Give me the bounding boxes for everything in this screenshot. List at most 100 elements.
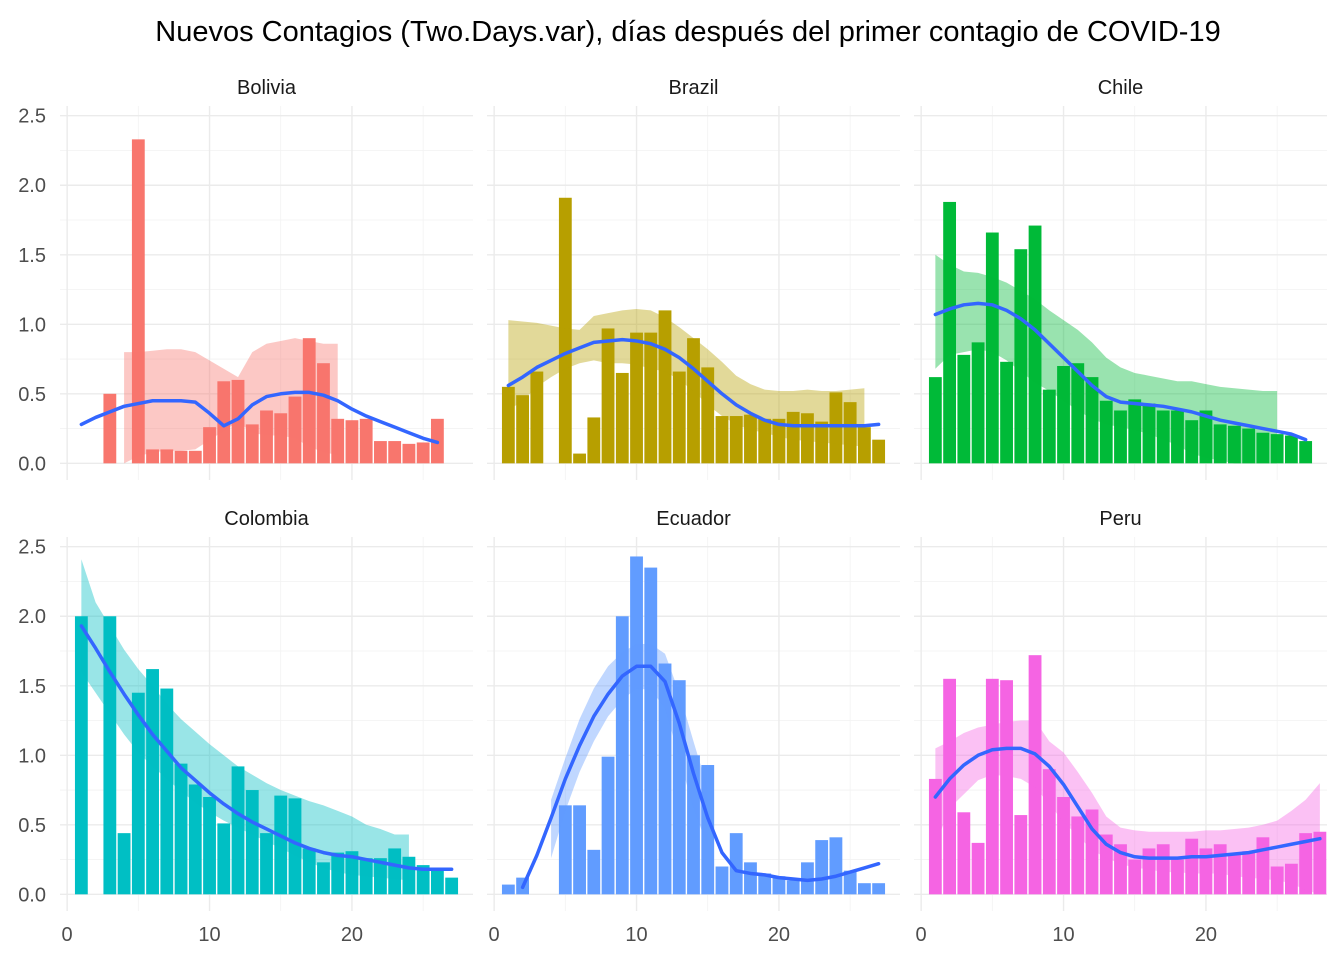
bar — [971, 342, 985, 464]
bar — [601, 328, 615, 464]
facet-label-bolivia: Bolivia — [237, 77, 297, 99]
y-tick-label: 1.5 — [18, 245, 46, 267]
bar — [1128, 859, 1142, 895]
bar — [928, 377, 942, 464]
panel-brazil: Brazil — [487, 77, 900, 480]
y-tick-label: 2.5 — [18, 106, 46, 128]
y-tick-label: 0.0 — [18, 453, 46, 475]
smooth-line — [506, 337, 881, 428]
bar — [1199, 410, 1213, 464]
bar — [1284, 863, 1298, 895]
bar — [772, 876, 786, 895]
bar — [445, 877, 459, 895]
bar — [1057, 365, 1070, 464]
chart-title: Nuevos Contagios (Two.Days.var), días de… — [155, 16, 1220, 48]
bar — [146, 449, 159, 464]
panel-chile: Chile — [914, 77, 1327, 480]
bar — [402, 443, 416, 464]
bar — [1000, 680, 1013, 895]
bar — [843, 402, 857, 464]
bar — [701, 367, 715, 464]
x-tick-label: 20 — [1195, 924, 1217, 946]
confidence-band — [81, 559, 409, 881]
bar — [345, 420, 359, 464]
bar — [203, 427, 216, 464]
bar — [943, 201, 957, 464]
bar — [260, 833, 273, 895]
x-tick-label: 20 — [341, 924, 363, 946]
bar — [217, 381, 231, 464]
bar — [687, 755, 700, 895]
bar — [985, 678, 999, 895]
bar — [786, 880, 800, 895]
bar — [1114, 844, 1127, 895]
bar — [1156, 410, 1170, 464]
bar — [615, 372, 629, 464]
bar — [815, 421, 829, 464]
bar — [1071, 816, 1085, 895]
bar — [1028, 655, 1042, 895]
bar — [1256, 432, 1270, 464]
bar — [516, 395, 530, 464]
bar — [245, 424, 259, 464]
bar — [1000, 361, 1013, 464]
bar — [416, 442, 430, 464]
y-tick-label: 1.5 — [18, 676, 46, 698]
bar — [985, 232, 999, 464]
bar — [188, 450, 202, 464]
facet-label-brazil: Brazil — [668, 77, 718, 99]
bar — [345, 851, 359, 895]
bar — [943, 678, 957, 895]
bar — [288, 396, 302, 464]
x-tick-label: 10 — [625, 924, 647, 946]
bar — [1270, 866, 1284, 895]
bar — [729, 416, 743, 464]
bar — [302, 848, 316, 895]
bar — [1299, 441, 1313, 464]
bar — [558, 805, 572, 895]
bar — [1242, 428, 1256, 464]
bar — [1313, 831, 1327, 895]
y-tick-label: 0.5 — [18, 815, 46, 837]
smooth-line — [520, 664, 881, 890]
bar — [971, 842, 985, 895]
bar — [317, 862, 330, 895]
bar — [758, 873, 772, 895]
bar — [146, 669, 159, 895]
bar — [1299, 833, 1313, 895]
panel-peru: Peru 0 10 20 — [914, 508, 1327, 946]
bar — [160, 449, 174, 464]
bar — [630, 332, 643, 464]
bar — [829, 392, 843, 464]
bar — [957, 354, 971, 464]
facet-panels: Bolivia 0.0 0.5 1.0 1.5 2.0 2.5 Brazil Chile Colo… — [18, 77, 1327, 946]
bar — [117, 833, 131, 895]
bar — [274, 413, 288, 464]
bar — [715, 866, 729, 895]
smooth-line — [79, 624, 454, 872]
facet-label-peru: Peru — [1099, 508, 1141, 530]
facet-label-colombia: Colombia — [224, 508, 309, 530]
y-tick-label: 1.0 — [18, 745, 46, 767]
x-tick-label: 0 — [916, 924, 927, 946]
bar — [1057, 796, 1070, 895]
panel-bolivia: Bolivia 0.0 0.5 1.0 1.5 2.0 2.5 — [18, 77, 473, 480]
bar — [188, 784, 202, 895]
bar — [1270, 434, 1284, 464]
bar — [558, 197, 572, 464]
bar — [1042, 389, 1056, 464]
bar — [744, 862, 757, 895]
bar — [288, 798, 302, 895]
bar — [1085, 377, 1099, 464]
bar — [302, 338, 316, 464]
bar — [217, 823, 231, 895]
bar — [1228, 853, 1241, 895]
bar — [103, 393, 117, 464]
bar — [601, 756, 615, 895]
bar — [331, 852, 345, 895]
bar — [131, 692, 145, 895]
bar — [501, 884, 515, 895]
y-tick-label: 2.5 — [18, 537, 46, 559]
bar — [615, 616, 629, 895]
bar — [644, 567, 658, 895]
